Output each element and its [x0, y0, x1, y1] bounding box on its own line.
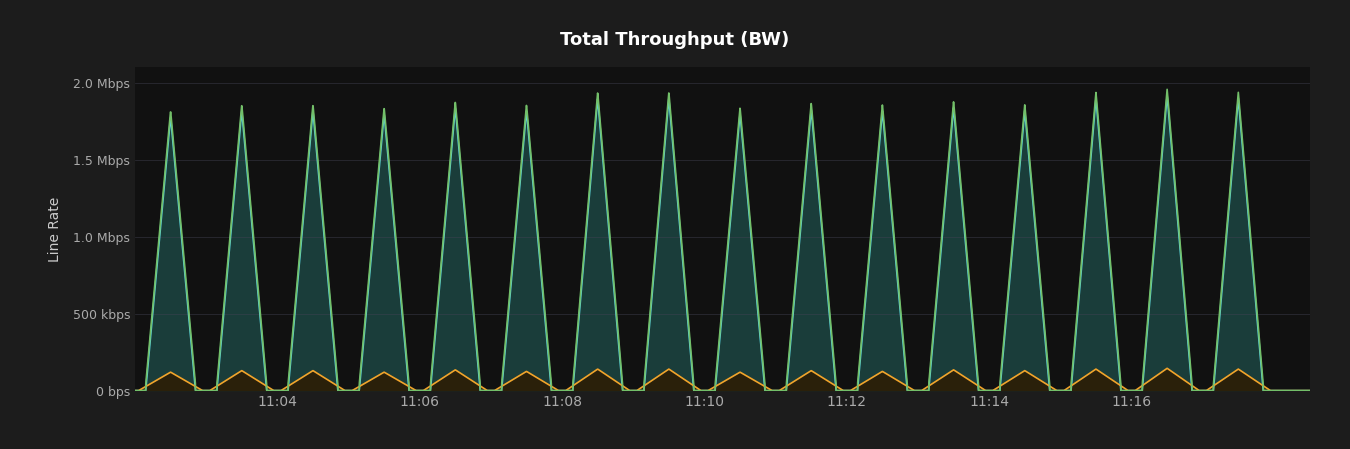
- Text: Total Throughput (BW): Total Throughput (BW): [560, 31, 790, 49]
- Y-axis label: Line Rate: Line Rate: [47, 196, 62, 262]
